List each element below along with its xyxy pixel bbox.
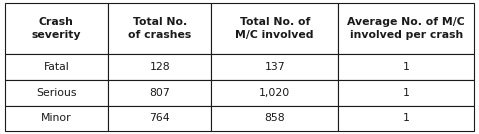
Text: Total No. of
M/C involved: Total No. of M/C involved	[236, 17, 314, 40]
Bar	[211, 3, 338, 54]
Bar	[211, 54, 338, 80]
Text: Minor: Minor	[41, 113, 72, 123]
Bar	[108, 3, 211, 54]
Bar	[5, 54, 108, 80]
Bar	[338, 80, 474, 106]
Text: 1: 1	[403, 113, 410, 123]
Text: 1,020: 1,020	[259, 88, 290, 98]
Text: 764: 764	[149, 113, 170, 123]
Text: Fatal: Fatal	[44, 62, 69, 72]
Text: Crash
severity: Crash severity	[32, 17, 81, 40]
Bar	[338, 3, 474, 54]
Text: 137: 137	[264, 62, 285, 72]
Bar	[338, 106, 474, 131]
Text: Average No. of M/C
involved per crash: Average No. of M/C involved per crash	[347, 17, 465, 40]
Text: 1: 1	[403, 88, 410, 98]
Text: 858: 858	[264, 113, 285, 123]
Bar	[211, 106, 338, 131]
Text: 128: 128	[149, 62, 170, 72]
Bar	[5, 80, 108, 106]
Text: Total No.
of crashes: Total No. of crashes	[128, 17, 191, 40]
Bar	[5, 106, 108, 131]
Bar	[338, 54, 474, 80]
Bar	[108, 80, 211, 106]
Text: 1: 1	[403, 62, 410, 72]
Text: 807: 807	[149, 88, 170, 98]
Bar	[108, 54, 211, 80]
Text: Serious: Serious	[36, 88, 77, 98]
Bar	[211, 80, 338, 106]
Bar	[108, 106, 211, 131]
Bar	[5, 3, 108, 54]
